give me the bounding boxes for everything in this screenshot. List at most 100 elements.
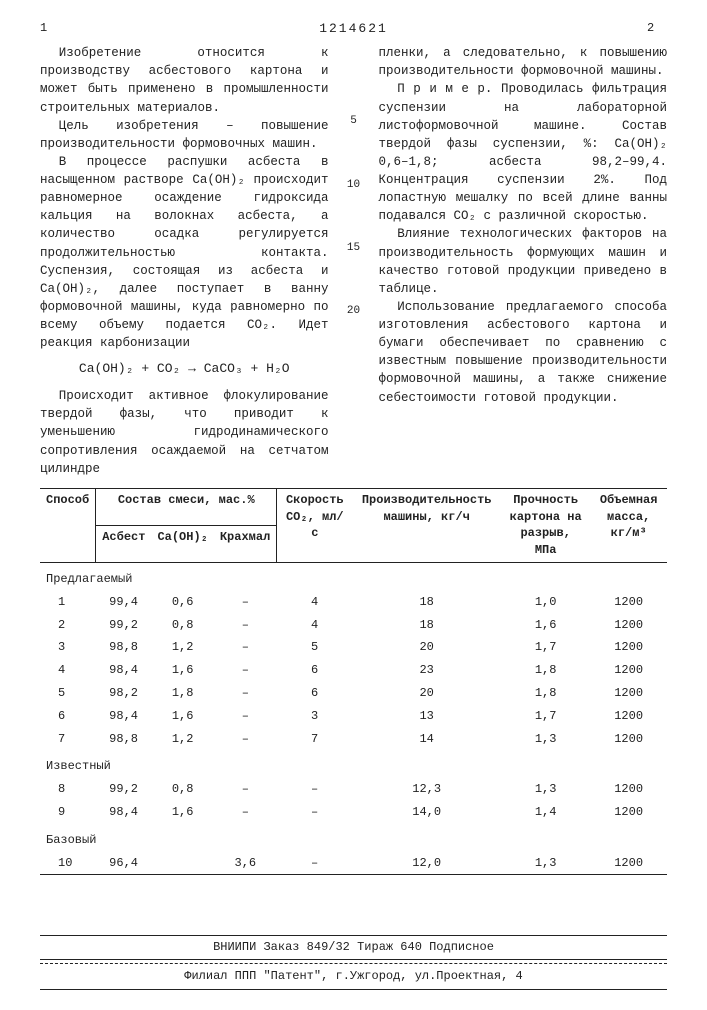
table-cell xyxy=(151,852,213,875)
table-row: 299,20,8–4181,61200 xyxy=(40,614,667,637)
table-cell: 12,0 xyxy=(352,852,501,875)
table-group-label: Известный xyxy=(40,750,667,778)
table-cell: 1,7 xyxy=(501,636,590,659)
table-cell: 0,6 xyxy=(151,591,213,614)
footer-line2: Филиал ППП "Патент", г.Ужгород, ул.Проек… xyxy=(40,963,667,990)
table-row: 698,41,6–3131,71200 xyxy=(40,705,667,728)
table-cell: 1200 xyxy=(590,852,667,875)
table-group-label: Базовый xyxy=(40,824,667,852)
table-cell: 1,7 xyxy=(501,705,590,728)
data-table: Способ Состав смеси, мас.% Скорость CO₂,… xyxy=(40,488,667,876)
table-cell: 6 xyxy=(277,682,353,705)
table-cell: 4 xyxy=(277,591,353,614)
table-cell: 18 xyxy=(352,591,501,614)
table-cell: 6 xyxy=(277,659,353,682)
col-header: Состав смеси, мас.% xyxy=(96,488,277,525)
col-subheader: Асбест xyxy=(96,525,152,562)
table-cell: 98,2 xyxy=(96,682,152,705)
table-cell: 1,0 xyxy=(501,591,590,614)
col-header: Объемная масса, кг/м³ xyxy=(590,488,667,562)
page-number-right: 2 xyxy=(647,20,667,37)
table-cell: 0,8 xyxy=(151,778,213,801)
table-cell: 0,8 xyxy=(151,614,213,637)
table-cell: 98,4 xyxy=(96,659,152,682)
table-cell: 4 xyxy=(277,614,353,637)
table-cell: 1200 xyxy=(590,778,667,801)
line-marker: 15 xyxy=(347,241,360,256)
table-cell: 7 xyxy=(277,728,353,751)
line-marker: 20 xyxy=(347,304,360,319)
table-cell: 1,8 xyxy=(501,659,590,682)
line-marker: 5 xyxy=(350,114,357,129)
table-cell: 3,6 xyxy=(214,852,277,875)
table-cell: 4 xyxy=(40,659,96,682)
table-cell: 20 xyxy=(352,636,501,659)
page-number-left: 1 xyxy=(40,20,60,37)
table-cell: 1,6 xyxy=(151,801,213,824)
table-cell: 7 xyxy=(40,728,96,751)
table-cell: 23 xyxy=(352,659,501,682)
table-row: 398,81,2–5201,71200 xyxy=(40,636,667,659)
paragraph: В процессе распушки асбеста в насыщенном… xyxy=(40,153,329,352)
group-label-cell: Предлагаемый xyxy=(40,562,667,590)
paragraph: П р и м е р. Проводилась фильтрация сусп… xyxy=(379,80,668,225)
page-container: 1 1214621 2 Изобретение относится к прои… xyxy=(0,0,707,1010)
table-cell: 14 xyxy=(352,728,501,751)
paragraph: Использование предлагаемого способа изго… xyxy=(379,298,668,407)
table-cell: 98,8 xyxy=(96,636,152,659)
table-cell: 13 xyxy=(352,705,501,728)
table-cell: – xyxy=(214,705,277,728)
table-cell: 1200 xyxy=(590,682,667,705)
table-row: 498,41,6–6231,81200 xyxy=(40,659,667,682)
table-cell: – xyxy=(214,636,277,659)
table-cell: 5 xyxy=(277,636,353,659)
table-cell: – xyxy=(214,659,277,682)
table-cell: 5 xyxy=(40,682,96,705)
table-cell: 98,8 xyxy=(96,728,152,751)
table-cell: – xyxy=(214,778,277,801)
table-cell: 98,4 xyxy=(96,801,152,824)
table-cell: 1 xyxy=(40,591,96,614)
paragraph: Происходит активное флокулирование тверд… xyxy=(40,387,329,478)
line-marker: 10 xyxy=(347,178,360,193)
table-cell: – xyxy=(277,801,353,824)
right-column: пленки, а следовательно, к повышению про… xyxy=(379,44,668,478)
col-header: Способ xyxy=(40,488,96,562)
header: 1 1214621 2 xyxy=(40,20,667,38)
col-header: Производительность машины, кг/ч xyxy=(352,488,501,562)
table-cell: 1,3 xyxy=(501,778,590,801)
table-cell: 10 xyxy=(40,852,96,875)
table-cell: 98,4 xyxy=(96,705,152,728)
table-cell: 1200 xyxy=(590,636,667,659)
table-cell: 1,6 xyxy=(151,705,213,728)
col-header: Скорость CO₂, мл/с xyxy=(277,488,353,562)
col-subheader: Ca(OH)₂ xyxy=(151,525,213,562)
table-cell: 1200 xyxy=(590,614,667,637)
paragraph: Цель изобретения – повышение производите… xyxy=(40,117,329,153)
table-cell: 1,2 xyxy=(151,636,213,659)
document-number: 1214621 xyxy=(60,20,647,38)
table-cell: 1,4 xyxy=(501,801,590,824)
table-cell: 18 xyxy=(352,614,501,637)
paragraph: пленки, а следовательно, к повышению про… xyxy=(379,44,668,80)
table-row: 199,40,6–4181,01200 xyxy=(40,591,667,614)
table-cell: 1,8 xyxy=(151,682,213,705)
table-cell: 12,3 xyxy=(352,778,501,801)
table-cell: 99,2 xyxy=(96,778,152,801)
text-columns: Изобретение относится к производству асб… xyxy=(40,44,667,478)
table-cell: 1200 xyxy=(590,659,667,682)
table-cell: 1,6 xyxy=(501,614,590,637)
table-cell: 8 xyxy=(40,778,96,801)
table-cell: – xyxy=(214,614,277,637)
table-cell: 9 xyxy=(40,801,96,824)
table-cell: 1,3 xyxy=(501,728,590,751)
group-label-cell: Известный xyxy=(40,750,667,778)
table-cell: 96,4 xyxy=(96,852,152,875)
line-markers: 5 10 15 20 xyxy=(347,44,361,478)
col-subheader: Крахмал xyxy=(214,525,277,562)
table-cell: 20 xyxy=(352,682,501,705)
paragraph: Влияние технологических факторов на прои… xyxy=(379,225,668,298)
table-row: 899,20,8––12,31,31200 xyxy=(40,778,667,801)
table-cell: 99,4 xyxy=(96,591,152,614)
table-row: 598,21,8–6201,81200 xyxy=(40,682,667,705)
